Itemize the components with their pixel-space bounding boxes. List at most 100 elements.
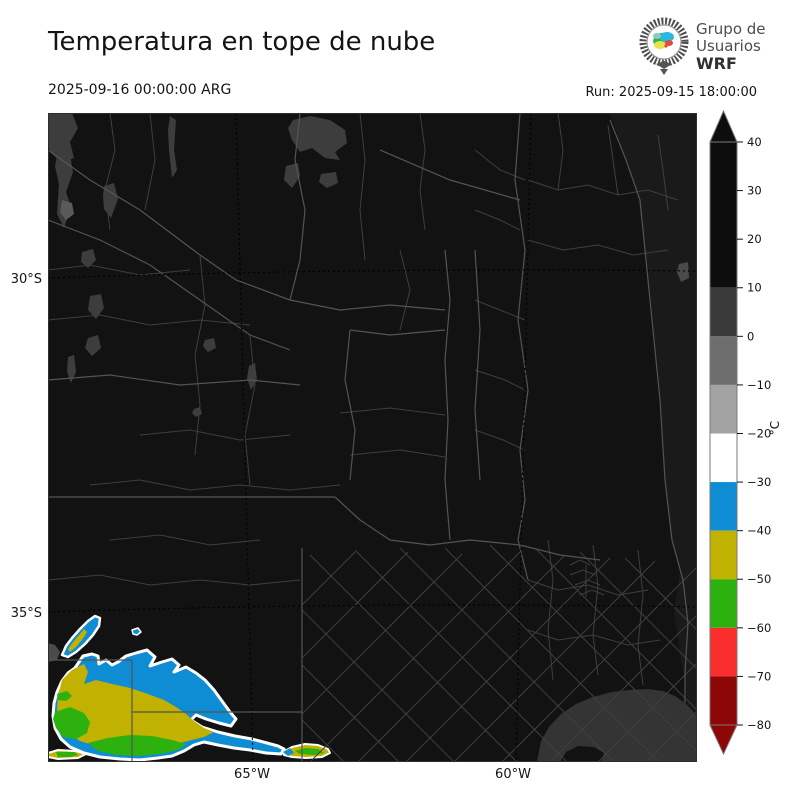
department-boundary [637,549,644,686]
colorbar: °C 40 30 20 10 0 −10 −20 −30 −40 −50 −60 −70 −80 [709,109,782,756]
province-boundary [344,329,356,481]
colorbar-tick-label: 30 [747,184,762,198]
province-boundary [334,496,601,561]
province-boundary [379,149,521,201]
terrain-patch [88,294,104,319]
cloud-strip-green [56,752,78,757]
department-boundary [301,551,356,606]
longitude-gridline [515,113,532,762]
department-boundary [109,534,261,546]
cloud-blob-b-olive [57,664,214,750]
colorbar-segment [710,579,737,628]
department-boundary [89,479,341,491]
colorbar-segment [710,627,737,677]
department-boundary [474,429,526,451]
province-boundary [349,329,446,336]
province-boundary [289,299,446,311]
department-boundary [569,569,596,576]
cloud-blob-b-green-left [53,707,90,739]
logo-text-line1: Grupo de [696,20,766,38]
department-boundary [607,124,619,196]
colorbar-tick-label: −50 [747,572,771,586]
province-boundary [474,249,481,481]
cloud-blob-b-green-bottom [88,735,186,756]
colorbar-tick-label: 20 [747,232,762,246]
colorbar-arrow-up [709,109,738,143]
department-boundary [349,449,446,458]
terrain-patch [85,335,101,356]
department-boundary [549,614,697,762]
department-boundary [357,554,566,762]
colorbar-segment [710,676,737,725]
y-tick-35s: 35°S [10,606,42,621]
department-boundary [405,557,611,762]
terrain-patch [67,355,76,383]
colorbar-segment [710,530,737,580]
page-title: Temperatura en tope de nube [48,27,436,57]
department-boundary [474,149,526,181]
colorbar-tick-label: 10 [747,281,762,295]
terrain-patch [677,262,689,282]
department-boundary [339,407,446,416]
longitude-gridline [235,113,254,762]
latitude-gridline [48,269,697,279]
department-boundary [301,664,400,762]
cloud-blob-a-core [68,629,87,652]
province-boundary [609,119,689,703]
terrain-patch [60,200,74,220]
department-boundary [579,589,605,596]
department-boundary [48,314,251,326]
department-boundary [474,299,526,321]
department-boundary [48,264,191,276]
colorbar-segment [710,142,737,288]
colorbar-segment [710,433,737,483]
colorbar-tick-label: 0 [747,329,754,343]
department-boundary [569,559,591,566]
colorbar-segment [710,384,737,434]
department-boundary [419,113,426,231]
department-boundary [501,566,697,762]
department-boundary [399,249,411,331]
department-boundary [527,239,669,256]
colorbar-unit-label: °C [768,421,782,435]
department-boundary [657,134,669,211]
department-boundary [534,547,697,711]
province-boundary [514,113,529,581]
department-boundary [354,549,568,762]
colorbar-tick-label: −10 [747,378,771,392]
colorbar-arrow-down [709,724,738,756]
department-boundary [624,557,697,631]
department-boundary [48,574,301,586]
department-boundary [139,429,291,441]
estuary-region [537,689,697,762]
map-canvas [48,113,697,762]
colorbar-tick-label: −80 [747,718,771,732]
province-boundary [289,113,306,301]
department-boundary [194,254,206,456]
logo-text-wrf: WRF [696,54,737,73]
terrain-patch [103,183,118,218]
province-boundary [48,149,291,301]
latitude-gridline [48,604,697,613]
province-boundary [444,249,451,541]
terrain-patch [288,116,347,160]
department-boundary [592,544,599,676]
department-boundary [527,179,679,201]
department-boundary [453,560,656,762]
colorbar-segment [710,336,737,385]
colorbar-tick-label: −70 [747,669,771,683]
department-boundary [301,719,345,762]
wrf-logo: Grupo de Usuarios WRF [639,17,766,75]
department-boundary [301,609,455,762]
colorbar-tick-label: 40 [747,135,762,149]
logo-text-line2: Usuarios [696,37,761,55]
run-time-label: Run: 2025-09-15 18:00:00 [585,85,757,100]
department-boundary [579,551,697,670]
department-boundary [444,547,660,762]
department-boundary [309,551,521,762]
cloud-blob-b-green-small [57,691,72,701]
terrain-patch [319,172,338,188]
colorbar-tick-label: −30 [747,475,771,489]
department-boundary [104,113,116,231]
department-boundary [359,113,366,261]
